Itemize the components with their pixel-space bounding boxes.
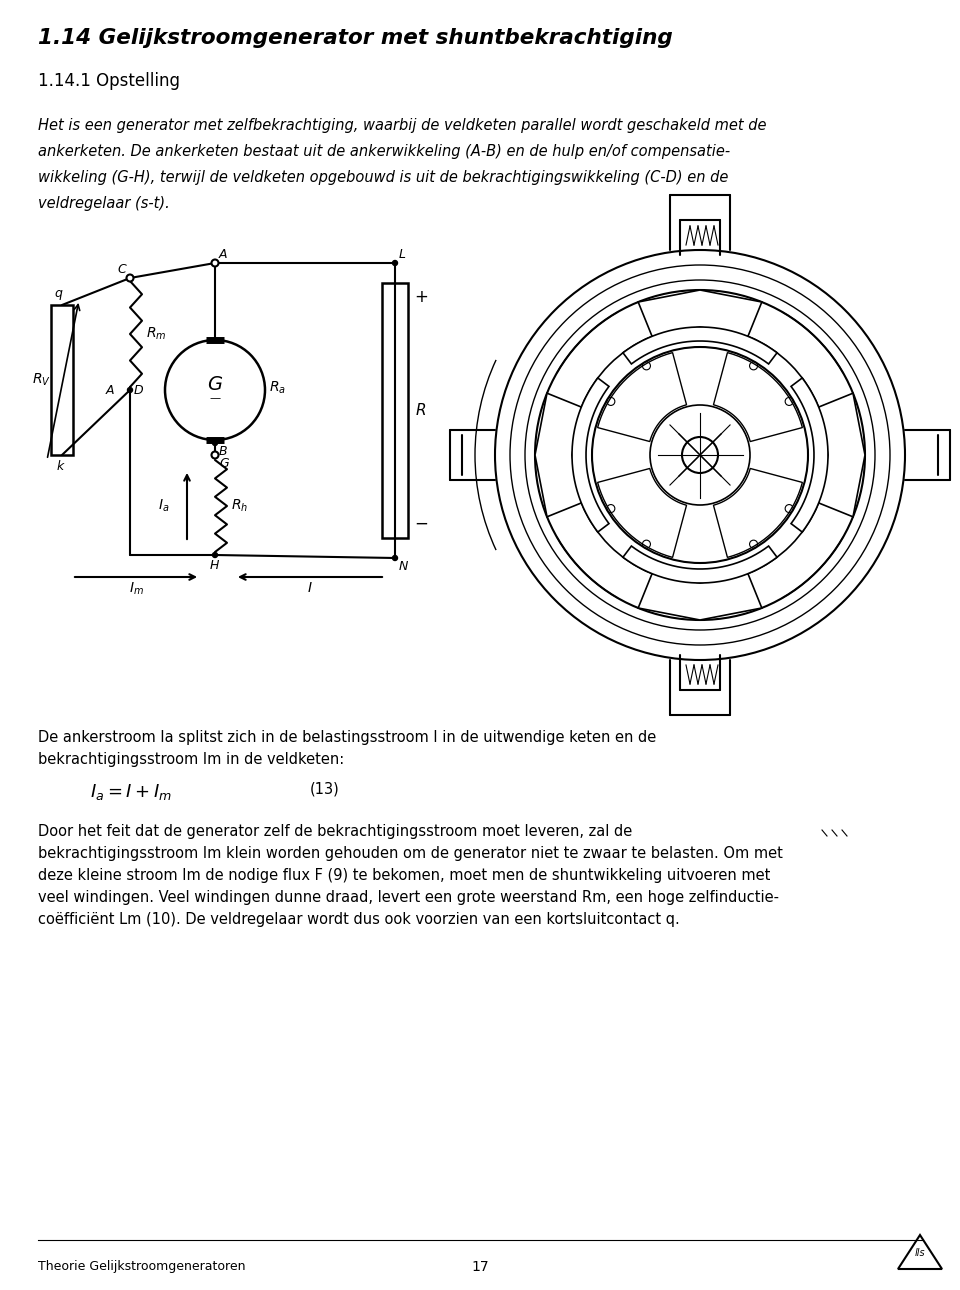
Polygon shape (598, 468, 686, 557)
Bar (382, 283, 408, 538)
Circle shape (211, 451, 219, 458)
Text: $I$: $I$ (307, 580, 313, 595)
Text: $I_a$: $I_a$ (157, 498, 169, 515)
Circle shape (393, 261, 397, 266)
Text: $R_h$: $R_h$ (231, 498, 248, 515)
Text: ankerketen. De ankerketen bestaat uit de ankerwikkeling (A-B) en de hulp en/of c: ankerketen. De ankerketen bestaat uit de… (38, 144, 731, 159)
Circle shape (212, 552, 218, 557)
Text: A: A (219, 248, 228, 261)
Text: −: − (414, 515, 428, 533)
Text: (13): (13) (310, 782, 340, 797)
Text: —: — (209, 393, 221, 402)
Polygon shape (598, 352, 686, 441)
Polygon shape (791, 378, 828, 531)
Polygon shape (623, 328, 777, 364)
Text: A: A (106, 383, 114, 396)
Text: $I_m$: $I_m$ (129, 580, 143, 597)
Text: deze kleine stroom Im de nodige flux F (9) te bekomen, moet men de shuntwikkelin: deze kleine stroom Im de nodige flux F (… (38, 868, 770, 882)
Text: 1.14 Gelijkstroomgenerator met shuntbekrachtiging: 1.14 Gelijkstroomgenerator met shuntbekr… (38, 28, 673, 48)
Text: k: k (57, 461, 64, 473)
Polygon shape (638, 574, 762, 620)
Bar (51, 304, 73, 455)
Text: D: D (134, 383, 144, 396)
Text: lls: lls (915, 1247, 925, 1258)
Text: Door het feit dat de generator zelf de bekrachtigingsstroom moet leveren, zal de: Door het feit dat de generator zelf de b… (38, 824, 633, 839)
Text: coëfficiënt Lm (10). De veldregelaar wordt dus ook voorzien van een kortsluitcon: coëfficiënt Lm (10). De veldregelaar wor… (38, 912, 680, 928)
Polygon shape (819, 393, 865, 517)
Text: Het is een generator met zelfbekrachtiging, waarbij de veldketen parallel wordt : Het is een generator met zelfbekrachtigi… (38, 117, 766, 133)
Text: De ankerstroom Ia splitst zich in de belastingsstroom I in de uitwendige keten e: De ankerstroom Ia splitst zich in de bel… (38, 730, 657, 746)
Text: q: q (54, 286, 61, 301)
Text: B: B (219, 445, 228, 458)
Text: L: L (399, 248, 406, 261)
Polygon shape (623, 546, 777, 583)
Text: $R_V$: $R_V$ (32, 372, 51, 388)
Circle shape (393, 556, 397, 560)
Polygon shape (713, 468, 803, 557)
Text: G: G (219, 457, 228, 470)
Circle shape (128, 387, 132, 392)
Text: 17: 17 (471, 1260, 489, 1275)
Text: bekrachtigingsstroom Im in de veldketen:: bekrachtigingsstroom Im in de veldketen: (38, 752, 345, 768)
Text: wikkeling (G-H), terwijl de veldketen opgebouwd is uit de bekrachtigingswikkelin: wikkeling (G-H), terwijl de veldketen op… (38, 170, 729, 184)
Text: +: + (414, 288, 428, 306)
Text: Theorie Gelijkstroomgeneratoren: Theorie Gelijkstroomgeneratoren (38, 1260, 246, 1273)
Polygon shape (535, 393, 582, 517)
Text: veldregelaar (s-t).: veldregelaar (s-t). (38, 196, 170, 212)
Text: N: N (399, 560, 408, 573)
Text: R: R (416, 402, 426, 418)
Text: bekrachtigingsstroom Im klein worden gehouden om de generator niet te zwaar te b: bekrachtigingsstroom Im klein worden geh… (38, 846, 782, 860)
Text: C: C (117, 263, 126, 276)
Circle shape (212, 440, 218, 445)
Text: H: H (210, 559, 220, 571)
Text: 1.14.1 Opstelling: 1.14.1 Opstelling (38, 72, 180, 90)
Text: $R_m$: $R_m$ (146, 326, 166, 342)
Circle shape (127, 275, 133, 281)
Circle shape (211, 259, 219, 267)
Polygon shape (713, 352, 803, 441)
Polygon shape (638, 290, 762, 337)
Polygon shape (572, 378, 609, 531)
Text: $R_a$: $R_a$ (269, 381, 286, 396)
Text: G: G (207, 375, 223, 395)
Text: $I_a = I + I_m$: $I_a = I + I_m$ (90, 782, 172, 802)
Text: veel windingen. Veel windingen dunne draad, levert een grote weerstand Rm, een h: veel windingen. Veel windingen dunne dra… (38, 890, 779, 906)
